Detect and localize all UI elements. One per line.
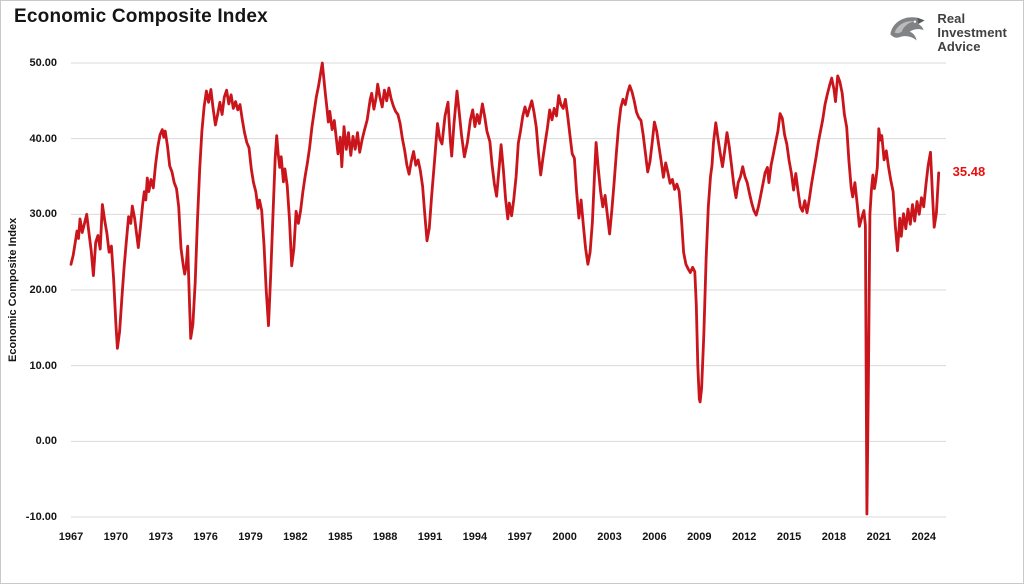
x-tick-label: 1997	[507, 531, 533, 543]
x-tick-label: 2024	[911, 531, 936, 543]
x-tick-label: 1970	[103, 531, 129, 543]
brand-logo: Real Investment Advice	[886, 9, 1007, 56]
x-tick-label: 1967	[58, 531, 84, 543]
x-tick-label: 1979	[238, 531, 263, 543]
y-tick-label: 50.00	[29, 57, 57, 69]
chart-title: Economic Composite Index	[14, 6, 268, 27]
x-tick-label: 2012	[731, 531, 757, 543]
x-tick-label: 1985	[328, 531, 353, 543]
brand-name: Real Investment Advice	[937, 10, 1007, 54]
y-tick-label: 40.00	[29, 132, 57, 145]
eagle-icon	[886, 9, 928, 56]
x-tick-label: 2003	[597, 531, 622, 543]
x-tick-label: 1976	[193, 531, 218, 543]
brand-line-1: Real	[937, 10, 966, 26]
y-tick-label: 30.00	[29, 208, 57, 221]
y-tick-label: -10.00	[25, 511, 57, 523]
x-tick-label: 1988	[372, 531, 398, 543]
x-tick-label: 1991	[417, 531, 443, 543]
x-tick-label: 1973	[148, 531, 173, 543]
x-tick-label: 1994	[462, 531, 488, 543]
x-tick-label: 2000	[552, 531, 577, 543]
x-tick-label: 1982	[283, 531, 308, 543]
y-tick-label: 0.00	[35, 435, 57, 448]
x-tick-label: 2009	[687, 531, 712, 543]
brand-line-3: Advice	[937, 38, 981, 54]
y-tick-label: 20.00	[29, 284, 57, 296]
x-tick-label: 2021	[866, 531, 892, 543]
x-tick-label: 2018	[821, 531, 847, 543]
y-tick-label: 10.00	[29, 359, 57, 372]
last-value-label: 35.48	[952, 163, 986, 179]
x-tick-label: 2006	[642, 531, 667, 543]
series-line	[69, 61, 941, 516]
brand-line-2: Investment	[937, 24, 1007, 40]
x-tick-label: 2015	[776, 531, 802, 543]
